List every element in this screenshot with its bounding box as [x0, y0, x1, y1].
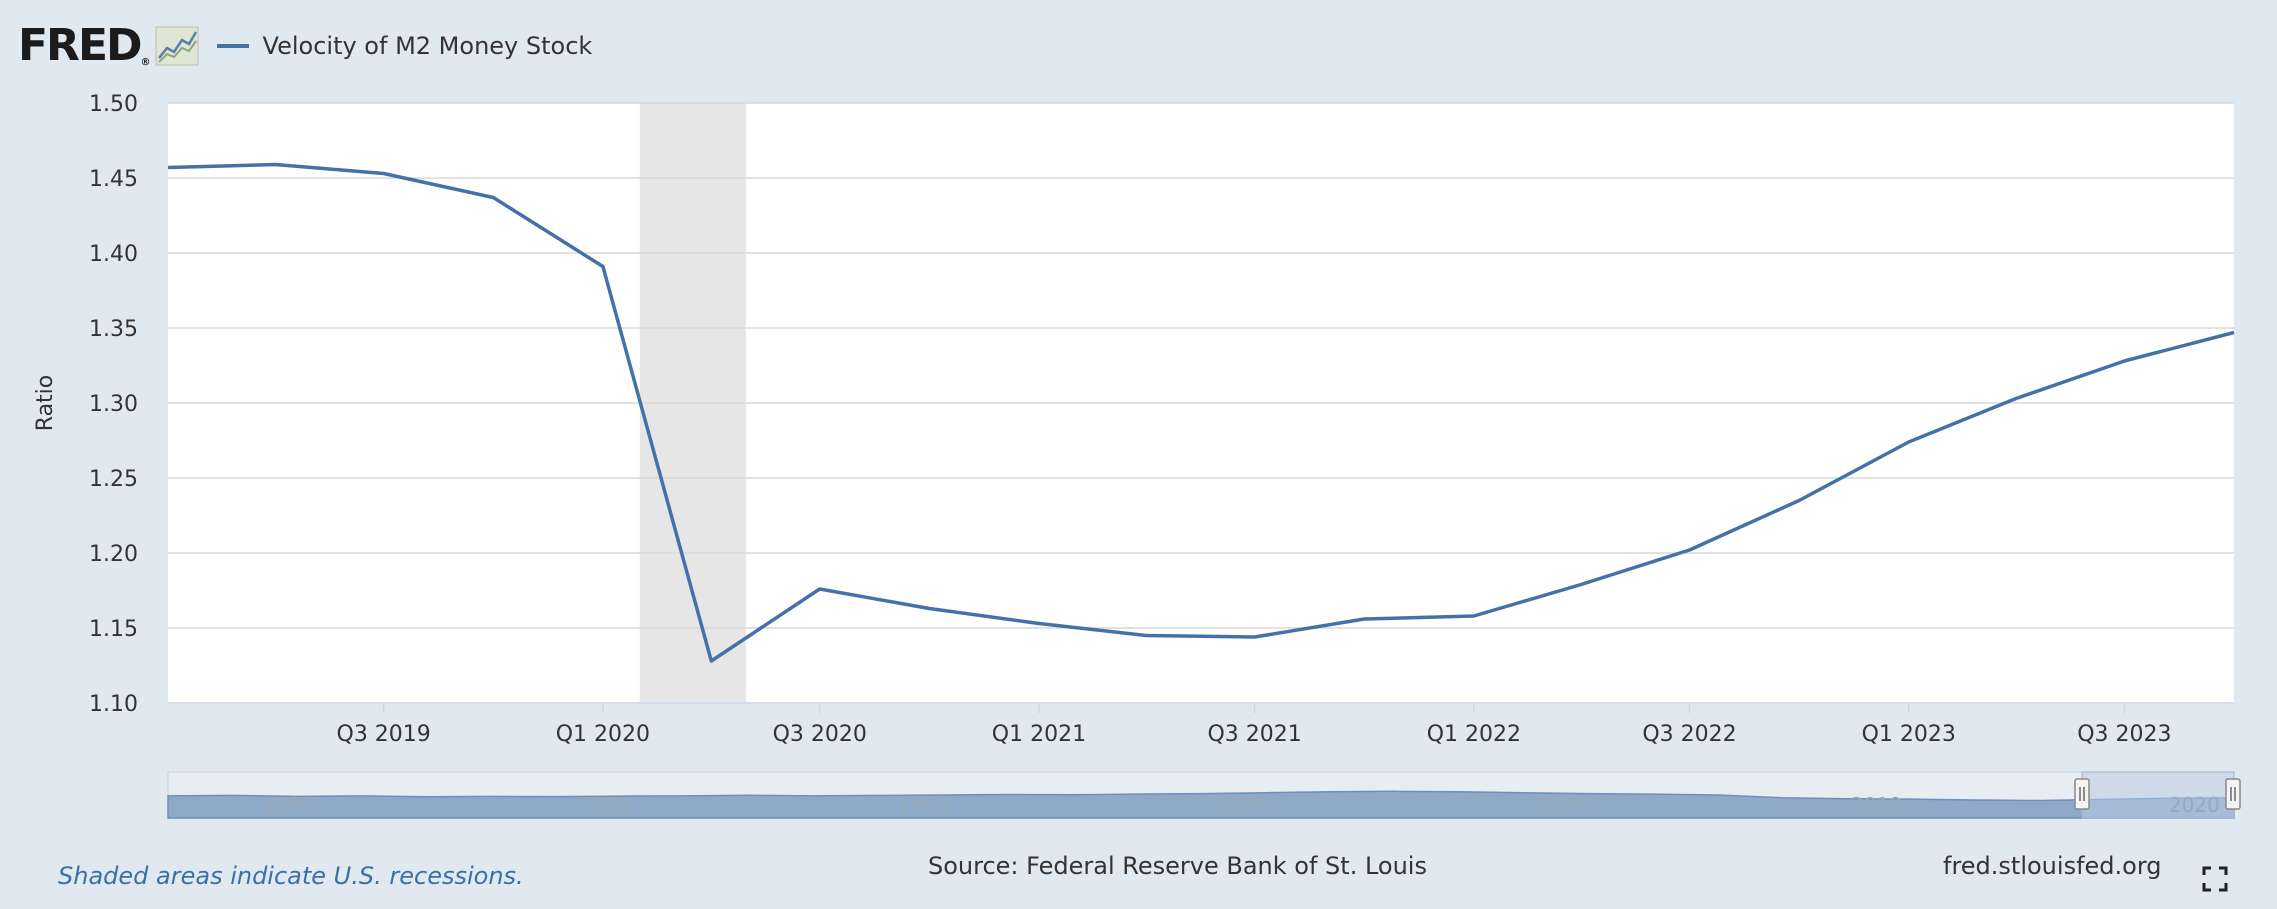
- y-tick-label: 1.15: [89, 617, 138, 642]
- navigator-year-label: 2020: [2169, 793, 2220, 817]
- y-tick-label: 1.50: [89, 92, 138, 117]
- data-point[interactable]: [1249, 631, 1261, 643]
- navigator-year-label: 1990: [1215, 793, 1266, 817]
- fred-logo[interactable]: FRED®: [18, 20, 151, 71]
- data-point[interactable]: [2010, 393, 2022, 405]
- x-tick-label: Q3 2023: [2077, 722, 2171, 747]
- source-credit: Source: Federal Reserve Bank of St. Loui…: [928, 852, 1427, 880]
- data-point[interactable]: [378, 168, 390, 180]
- x-tick-label: Q3 2021: [1207, 722, 1301, 747]
- recession-note: Shaded areas indicate U.S. recessions.: [58, 862, 524, 890]
- x-tick-label: Q1 2023: [1862, 722, 1956, 747]
- x-tick-label: Q3 2022: [1642, 722, 1736, 747]
- y-tick-label: 1.45: [89, 167, 138, 192]
- data-point[interactable]: [1468, 610, 1480, 622]
- fullscreen-icon[interactable]: [2202, 866, 2228, 892]
- navigator-year-label: 1970: [580, 793, 631, 817]
- data-point[interactable]: [814, 583, 826, 595]
- data-point[interactable]: [269, 159, 281, 171]
- data-point[interactable]: [705, 655, 717, 667]
- data-point[interactable]: [923, 603, 935, 615]
- y-tick-label: 1.40: [89, 242, 138, 267]
- data-point[interactable]: [1358, 613, 1370, 625]
- navigator-year-label: 1980: [897, 793, 948, 817]
- line-graph-icon: [155, 26, 199, 66]
- x-tick-label: Q1 2022: [1427, 722, 1521, 747]
- x-tick-label: Q1 2020: [556, 722, 650, 747]
- legend[interactable]: Velocity of M2 Money Stock: [216, 32, 593, 60]
- data-point[interactable]: [1684, 544, 1696, 556]
- legend-swatch: [216, 44, 249, 48]
- x-tick-label: Q1 2021: [992, 722, 1086, 747]
- data-point[interactable]: [597, 261, 609, 273]
- legend-label: Velocity of M2 Money Stock: [262, 32, 593, 60]
- chart-header: FRED® Velocity of M2 Money Stock: [18, 18, 592, 74]
- y-tick-label: 1.20: [89, 542, 138, 567]
- navigator-series-area: [167, 790, 2235, 819]
- navigator-year-label: 2010: [1851, 793, 1902, 817]
- y-tick-label: 1.10: [89, 692, 138, 717]
- y-tick-label: 1.30: [89, 392, 138, 417]
- data-point[interactable]: [1033, 618, 1045, 630]
- navigator-year-label: 1960: [262, 793, 313, 817]
- data-point[interactable]: [1140, 630, 1152, 642]
- navigator-selected-range[interactable]: [2081, 771, 2235, 819]
- series-line[interactable]: [167, 162, 2235, 663]
- data-point[interactable]: [487, 192, 499, 204]
- x-tick-label: Q3 2020: [773, 722, 867, 747]
- navigator-handle-right[interactable]: [2225, 778, 2241, 810]
- navigator-handle-left[interactable]: [2074, 778, 2090, 810]
- x-tick-label: Q3 2019: [337, 722, 431, 747]
- range-navigator[interactable]: 1960 1970 1980 1990 2000 2010 2020: [167, 771, 2241, 819]
- navigator-year-label: 2000: [1533, 793, 1584, 817]
- y-axis-label: Ratio: [33, 375, 58, 431]
- data-point[interactable]: [162, 162, 174, 174]
- data-point[interactable]: [1793, 495, 1805, 507]
- y-tick-label: 1.25: [89, 467, 138, 492]
- data-point[interactable]: [1903, 436, 1915, 448]
- site-link[interactable]: fred.stlouisfed.org: [1943, 852, 2162, 880]
- data-point[interactable]: [1575, 579, 1587, 591]
- data-point[interactable]: [2118, 355, 2130, 367]
- y-tick-label: 1.35: [89, 317, 138, 342]
- data-point[interactable]: [2228, 327, 2240, 339]
